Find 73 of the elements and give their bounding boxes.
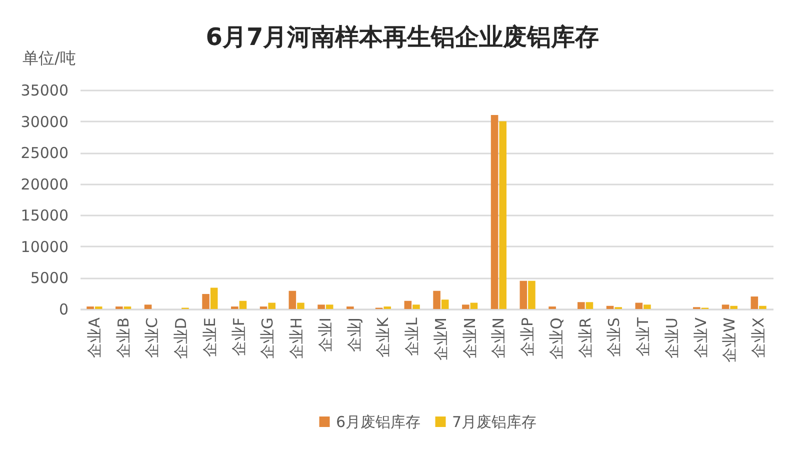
bar: [635, 302, 643, 309]
bar: [202, 294, 210, 309]
bar: [578, 302, 585, 309]
bar: [260, 306, 268, 309]
x-tick-label: 企业V: [692, 316, 710, 358]
bar: [490, 115, 498, 309]
x-tick-label: 企业F: [230, 318, 248, 356]
bar: [124, 306, 132, 309]
bar: [268, 302, 276, 309]
bar: [86, 306, 94, 309]
y-tick-label: 25000: [20, 144, 68, 162]
x-tick-label: 企业W: [720, 317, 739, 362]
y-tick-label: 15000: [20, 206, 68, 225]
chart-title: 6月7月河南样本再生铝企业废铝库存: [206, 23, 600, 51]
y-tick-label: 20000: [20, 175, 68, 194]
bar: [346, 306, 354, 309]
legend-label: 6月废铝库存: [336, 412, 421, 431]
bar: [759, 306, 766, 309]
x-tick-label: 企业P: [518, 318, 537, 357]
bar: [384, 306, 391, 309]
bar: [644, 304, 651, 309]
bar: [318, 304, 325, 309]
x-tick-label: 企业A: [85, 316, 104, 358]
bar: [412, 304, 420, 309]
y-tick-label: 35000: [20, 82, 68, 100]
x-tick-label: 企业L: [403, 316, 422, 356]
y-tick-label: 30000: [20, 112, 68, 131]
x-tick-label: 企业E: [200, 318, 219, 357]
bar: [433, 290, 440, 309]
y-tick-label: 10000: [20, 238, 68, 256]
bar: [499, 121, 506, 309]
y-axis-title: 单位/吨: [22, 48, 76, 68]
legend-label: 7月废铝库存: [452, 412, 537, 431]
x-tick-label: 企业M: [432, 318, 450, 360]
bar: [470, 302, 478, 309]
bar: [326, 304, 334, 309]
bar: [116, 306, 123, 309]
x-tick-label: 企业U: [662, 318, 681, 358]
x-tick-label: 企业G: [258, 318, 277, 360]
bar: [404, 300, 412, 309]
x-tick-label: 企业N: [460, 318, 479, 359]
x-tick-label: 企业T: [634, 316, 652, 357]
bar: [94, 306, 102, 309]
bar: [231, 306, 238, 309]
x-tick-label: 企业R: [576, 318, 594, 358]
bar: [288, 290, 296, 309]
bar: [462, 304, 470, 309]
x-tick-label: 企业C: [143, 318, 162, 358]
bar: [606, 306, 614, 309]
x-tick-label: 企业J: [345, 318, 364, 352]
x-tick-label: 企业S: [605, 318, 624, 358]
bar: [750, 296, 758, 309]
x-tick-label: 企业K: [374, 316, 392, 358]
bar: [239, 300, 247, 309]
bar: [730, 306, 738, 309]
y-tick-label: 5000: [30, 269, 68, 288]
y-tick-label: 0: [58, 300, 68, 318]
x-tick-label: 企业B: [114, 318, 132, 358]
x-tick-label: 企业X: [750, 318, 768, 358]
bar: [722, 304, 730, 309]
x-tick-label: 企业Q: [547, 318, 566, 360]
x-tick-label: 企业I: [316, 318, 334, 352]
bar: [441, 300, 449, 309]
bar: [548, 306, 556, 309]
bar: [297, 302, 304, 309]
x-tick-label: 企业H: [288, 318, 306, 359]
bar: [210, 288, 218, 309]
bar: [520, 280, 528, 309]
bar: [586, 302, 594, 309]
x-tick-label: 企业N: [490, 318, 508, 359]
x-tick-label: 企业D: [172, 318, 190, 360]
bar: [144, 304, 152, 309]
bar: [528, 280, 536, 309]
